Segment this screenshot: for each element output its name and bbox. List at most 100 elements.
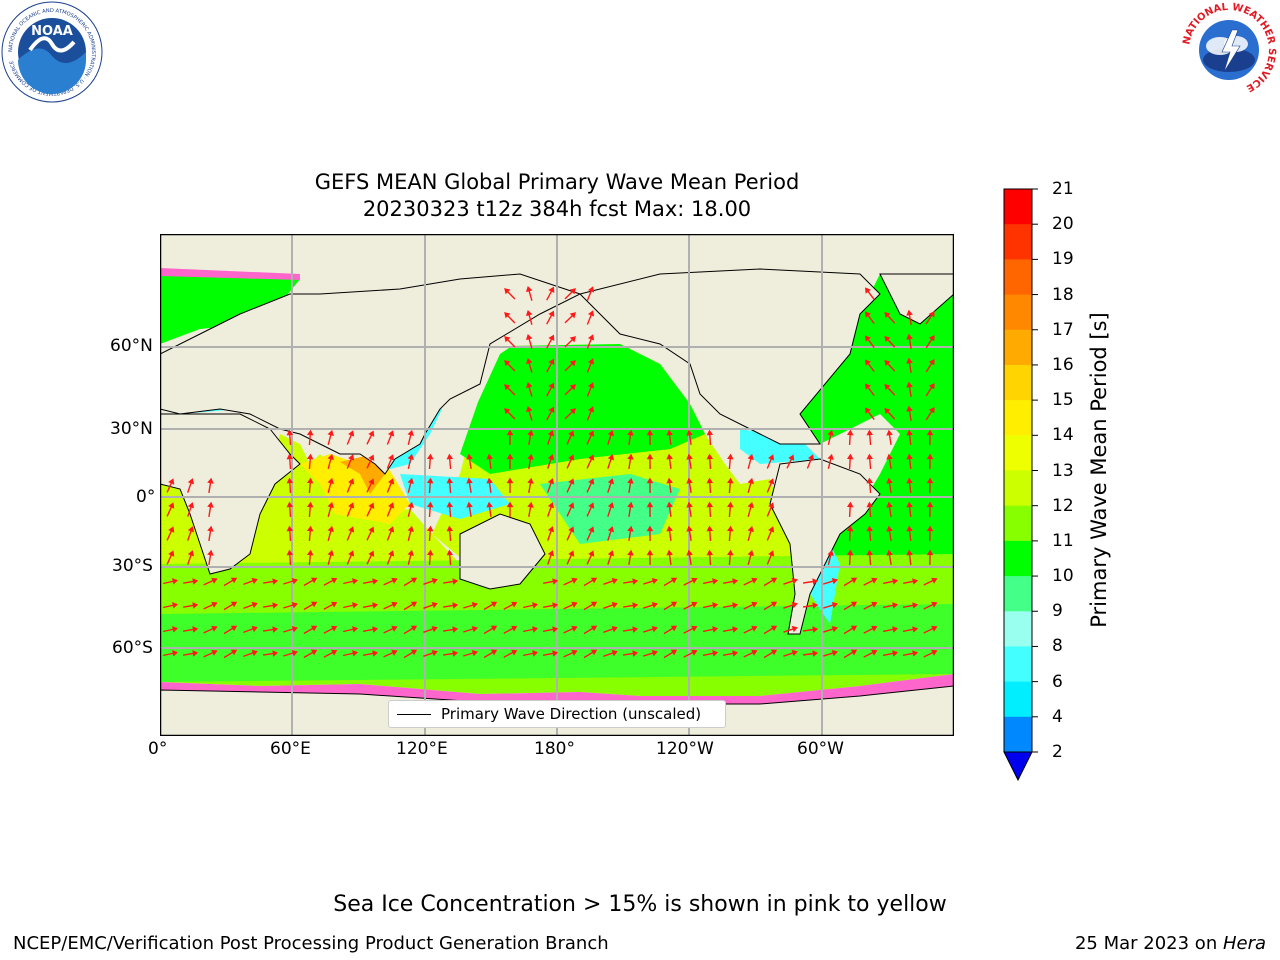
wave-arrow-head [912, 626, 919, 633]
wave-arrow-head [548, 334, 555, 341]
wave-arrow-head [892, 602, 899, 609]
wave-arrow-head [906, 453, 913, 460]
colorbar-tick-label: 15 [1052, 390, 1074, 411]
wave-arrow-head [588, 550, 595, 557]
wave-arrow-head [906, 405, 913, 412]
wave-arrow-head [808, 454, 815, 461]
colorbar-bin [1004, 470, 1032, 507]
wave-arrow-head [632, 578, 639, 585]
colorbar [1003, 188, 1038, 782]
wave-arrow-head [504, 336, 511, 343]
wave-arrow-head [446, 477, 454, 484]
wave-arrow-head [327, 429, 334, 437]
wave-arrow-head [611, 601, 618, 609]
wave-arrow-head [506, 453, 514, 460]
map-frame [160, 234, 954, 736]
colorbar-bin [1004, 259, 1032, 296]
wave-arrow-head [187, 550, 195, 557]
wave-arrow-head [747, 453, 754, 461]
wave-arrow-head [587, 358, 595, 365]
wave-arrow-head [525, 406, 533, 413]
wave-arrow-head [569, 288, 576, 295]
footer-date-text: 25 Mar 2023 on [1074, 933, 1223, 954]
wave-arrow-head [291, 602, 298, 609]
wave-arrow-head [627, 453, 634, 460]
wave-arrow-head [706, 549, 714, 556]
wave-arrow-head [590, 625, 598, 632]
wave-arrow-head [368, 550, 375, 557]
africa-land [160, 413, 301, 575]
noaa-center-text: NOAA [31, 24, 73, 39]
wave-arrow-head [827, 429, 834, 436]
wave-arrow-head [850, 649, 858, 656]
wave-arrow-head [928, 358, 935, 366]
x-tick-180: 180° [534, 739, 575, 759]
wave-arrow-head [331, 577, 338, 584]
wave-arrow-head [306, 453, 314, 460]
wave-arrow-head [548, 406, 555, 413]
wave-arrow-head [548, 358, 555, 365]
wave-arrow-head [926, 453, 934, 460]
wave-arrow-head [446, 549, 454, 556]
wave-arrow-head [192, 578, 199, 585]
wave-arrow-head [532, 650, 539, 657]
wave-arrow-head [627, 525, 634, 532]
wave-arrow-head [928, 310, 935, 318]
wave-arrow-head [931, 625, 938, 632]
wave-arrow-head [230, 577, 238, 584]
wave-arrow-head [926, 501, 934, 508]
wave-arrow-head [504, 288, 511, 295]
wave-arrow-head [732, 626, 739, 633]
wave-arrow-head [466, 453, 473, 460]
wave-arrow-head [588, 430, 595, 437]
patagonia-shelf [810, 534, 840, 624]
wave-arrow-head [866, 429, 873, 436]
wave-arrow-head [632, 602, 639, 609]
wave-arrow-head [611, 625, 618, 633]
wave-arrow-head [812, 650, 819, 657]
y-tick-0: 0° [136, 487, 156, 507]
wave-arrow-head [426, 501, 434, 508]
wave-arrow-head [192, 602, 199, 609]
map-legend: Primary Wave Direction (unscaled) [388, 700, 726, 728]
wave-arrow-head [525, 310, 533, 317]
wave-arrow-head [291, 626, 298, 633]
wave-arrow-head [348, 502, 355, 509]
wave-arrow-head [666, 549, 673, 556]
wave-arrow-head [871, 601, 878, 608]
wave-arrow-head [831, 626, 839, 633]
wave-arrow-head [452, 602, 459, 609]
wave-arrow-head [286, 501, 294, 508]
colorbar-bin [1004, 189, 1032, 225]
wave-arrow-head [372, 602, 379, 609]
wave-arrow-head [547, 478, 555, 485]
wave-arrow-head [187, 478, 195, 485]
wave-arrow-head [471, 650, 479, 657]
wave-arrow-head [666, 501, 673, 508]
wave-arrow-head [327, 525, 334, 533]
wave-arrow-head [348, 454, 355, 461]
wave-arrow-head [646, 477, 654, 484]
wave-arrow-head [368, 430, 375, 437]
wave-arrow-head [571, 625, 578, 632]
wave-arrow-head [588, 454, 595, 461]
wave-arrow-head [866, 477, 873, 484]
wave-arrow-head [884, 383, 891, 391]
wave-arrow-head [368, 478, 375, 485]
wave-arrow-head [886, 501, 893, 508]
wave-arrow-head [387, 526, 395, 533]
wave-arrow-head [646, 525, 654, 532]
wave-arrow-head [168, 478, 175, 485]
wave-arrow-head [547, 454, 555, 461]
wave-arrow-head [931, 649, 938, 656]
wave-arrow-head [686, 525, 693, 532]
wave-arrow-head [286, 453, 294, 460]
wave-arrow-head [571, 601, 578, 608]
colorbar-bin [1004, 329, 1032, 366]
wave-arrow-head [368, 502, 375, 509]
wave-arrow-head [172, 602, 179, 609]
wave-arrow-head [607, 526, 615, 533]
wave-arrow-head [306, 429, 314, 436]
wave-arrow-head [471, 602, 479, 609]
wave-arrow-head [850, 601, 858, 608]
